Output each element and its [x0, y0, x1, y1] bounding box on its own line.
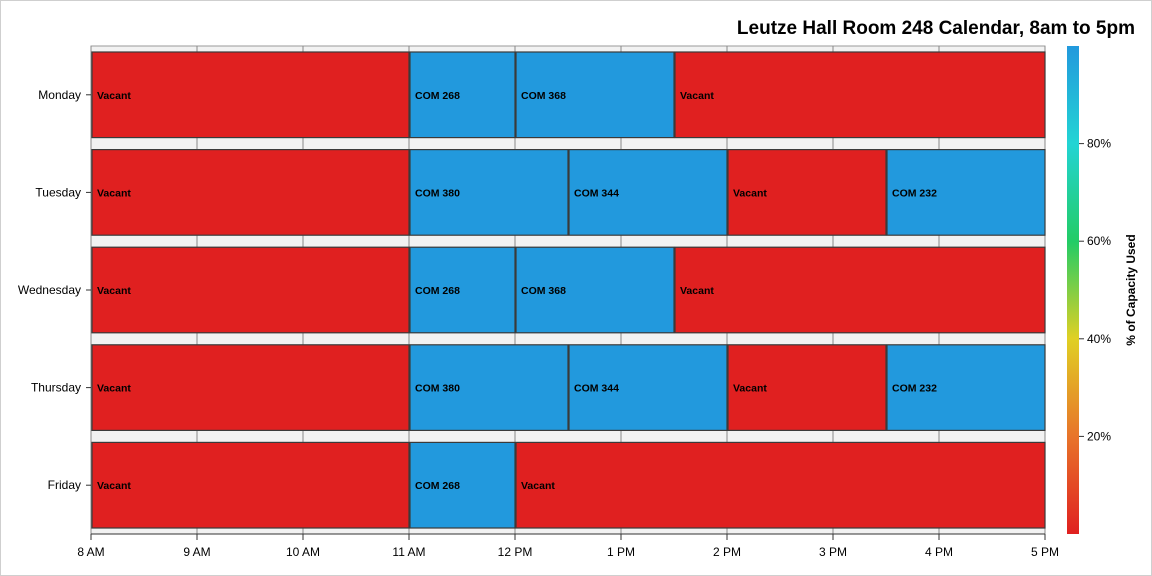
bar-label-9: Vacant	[97, 285, 131, 297]
bar-label-6: COM 344	[574, 187, 619, 199]
bar-segment-8	[886, 149, 1046, 236]
bar-segment-16	[727, 344, 887, 431]
y-tick-label-2: Wednesday	[18, 283, 81, 297]
legend-tick-label-3: 80%	[1087, 137, 1111, 151]
x-tick-label-4: 12 PM	[498, 545, 533, 559]
bar-label-12: Vacant	[680, 285, 714, 297]
bar-label-0: Vacant	[97, 90, 131, 102]
bar-segment-15	[568, 344, 728, 431]
bar-segment-10	[409, 246, 516, 334]
x-tick-label-0: 8 AM	[77, 545, 104, 559]
bar-label-18: Vacant	[97, 480, 131, 492]
bar-segment-14	[409, 344, 569, 431]
bar-label-20: Vacant	[521, 480, 555, 492]
y-tick-label-4: Friday	[48, 478, 81, 492]
x-tick-label-7: 3 PM	[819, 545, 847, 559]
bar-label-4: Vacant	[97, 187, 131, 199]
bar-segment-11	[515, 246, 675, 334]
bar-label-7: Vacant	[733, 187, 767, 199]
x-axis: 8 AM 9 AM 10 AM 11 AM 12 PM 1 PM 2 PM 3 PM 4 PM 5…	[77, 533, 1059, 559]
y-tick-label-3: Thursday	[31, 381, 81, 395]
legend-title: % of Capacity Used	[1124, 234, 1138, 345]
bar-segment-13	[91, 344, 410, 431]
bar-label-10: COM 268	[415, 285, 460, 297]
legend-tick-label-1: 40%	[1087, 332, 1111, 346]
bar-segment-12	[674, 246, 1046, 334]
bar-segment-4	[91, 149, 410, 236]
bars-group: Vacant COM 268 COM 368 Vacant Vacant COM 380 C…	[91, 51, 1046, 529]
bar-segment-18	[91, 441, 410, 529]
bar-segment-2	[515, 51, 675, 139]
bar-label-3: Vacant	[680, 90, 714, 102]
bar-label-8: COM 232	[892, 187, 937, 199]
bar-segment-5	[409, 149, 569, 236]
y-tick-label-0: Monday	[38, 88, 81, 102]
bar-segment-20	[515, 441, 1046, 529]
y-axis: Monday Tuesday Wednesday Thursday Friday	[18, 88, 91, 492]
bar-label-11: COM 368	[521, 285, 566, 297]
bar-segment-3	[674, 51, 1046, 139]
bar-label-1: COM 268	[415, 90, 460, 102]
color-legend: 20% 40% 60% 80% % of Capacity Used	[1067, 46, 1138, 534]
bar-segment-6	[568, 149, 728, 236]
bar-label-13: Vacant	[97, 383, 131, 395]
bar-segment-19	[409, 441, 516, 529]
legend-tick-label-0: 20%	[1087, 429, 1111, 443]
x-tick-label-8: 4 PM	[925, 545, 953, 559]
bar-segment-0	[91, 51, 410, 139]
x-tick-label-5: 1 PM	[607, 545, 635, 559]
chart-title: Leutze Hall Room 248 Calendar, 8am to 5p…	[737, 18, 1135, 39]
y-tick-label-1: Tuesday	[35, 185, 81, 199]
bar-label-16: Vacant	[733, 383, 767, 395]
bar-label-17: COM 232	[892, 383, 937, 395]
bar-segment-1	[409, 51, 516, 139]
bar-label-15: COM 344	[574, 383, 619, 395]
bar-label-2: COM 368	[521, 90, 566, 102]
bar-label-5: COM 380	[415, 187, 460, 199]
x-tick-label-6: 2 PM	[713, 545, 741, 559]
x-tick-label-3: 11 AM	[392, 545, 425, 559]
x-tick-label-2: 10 AM	[286, 545, 320, 559]
bar-label-14: COM 380	[415, 383, 460, 395]
bar-segment-17	[886, 344, 1046, 431]
bar-segment-7	[727, 149, 887, 236]
legend-tick-label-2: 60%	[1087, 234, 1111, 248]
legend-colorbar	[1067, 46, 1079, 534]
bar-label-19: COM 268	[415, 480, 460, 492]
bar-segment-9	[91, 246, 410, 334]
x-tick-label-9: 5 PM	[1031, 545, 1059, 559]
x-tick-label-1: 9 AM	[183, 545, 210, 559]
